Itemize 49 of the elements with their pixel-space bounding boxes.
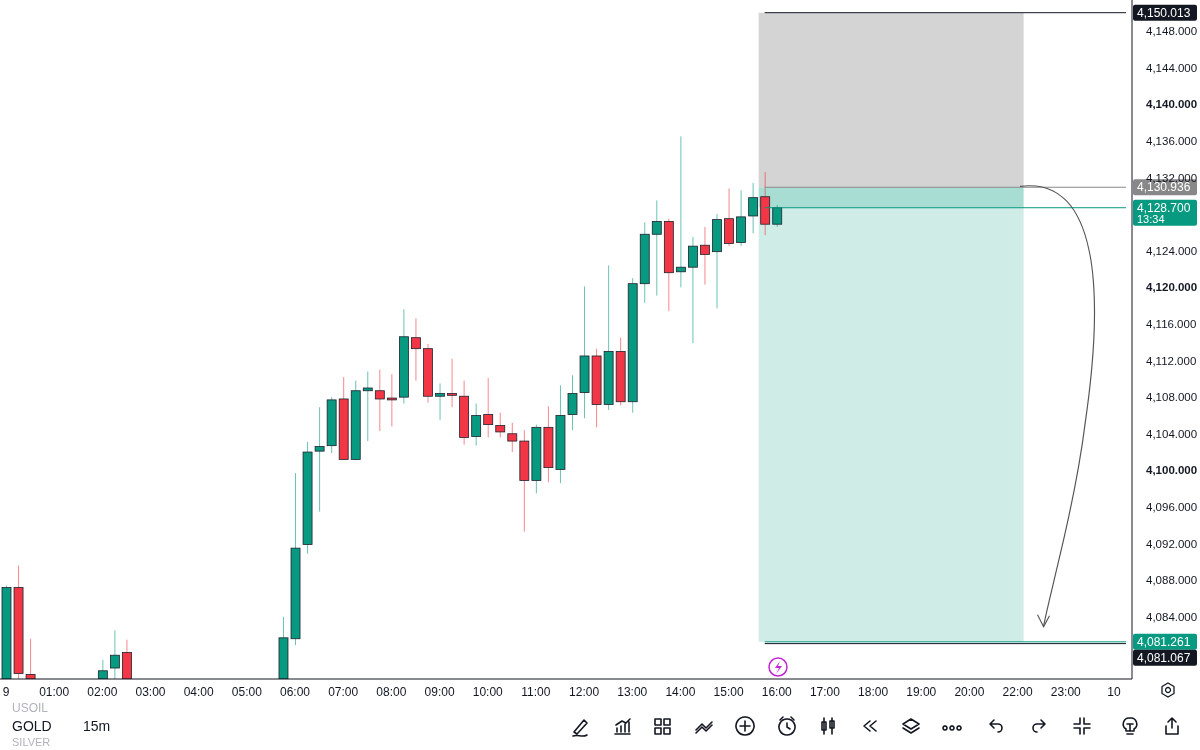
text: GOLD bbox=[12, 718, 52, 734]
x-tick-label: 03:00 bbox=[135, 684, 166, 699]
text: 13:34 bbox=[1137, 212, 1165, 225]
ref-line-label: 4,150.013 bbox=[1137, 5, 1191, 20]
x-tick-label: 02:00 bbox=[87, 684, 118, 699]
y-tick-label: 4,124.000 bbox=[1146, 244, 1198, 257]
x-tick-label: 23:00 bbox=[1050, 684, 1082, 699]
ref-line-label: 4,128.700 bbox=[1137, 200, 1191, 215]
y-tick-label: 4,088.000 bbox=[1146, 574, 1198, 587]
y-tick-label: 4,148.000 bbox=[1146, 25, 1198, 38]
x-tick-label: 19:00 bbox=[906, 684, 937, 699]
y-tick-label: 4,144.000 bbox=[1146, 61, 1198, 74]
y-tick-label: 4,140.000 bbox=[1146, 98, 1198, 111]
y-tick-label: 4,096.000 bbox=[1146, 500, 1198, 513]
y-tick-label: 4,132.000 bbox=[1146, 171, 1198, 184]
x-tick-label: 10:00 bbox=[472, 684, 504, 699]
x-tick-label: 9 bbox=[2, 684, 10, 699]
x-tick-label: 12:00 bbox=[569, 684, 600, 699]
x-tick-label: 14:00 bbox=[665, 684, 696, 699]
x-tick-label: 20:00 bbox=[954, 684, 985, 699]
ref-line-label: 4,081.067 bbox=[1137, 650, 1191, 665]
y-tick-label: 4,112.000 bbox=[1146, 354, 1197, 367]
x-tick-label: 11:00 bbox=[521, 684, 551, 699]
y-tick-label: 4,084.000 bbox=[1146, 610, 1198, 623]
y-tick-label: 4,100.000 bbox=[1146, 464, 1198, 477]
x-tick-label: 04:00 bbox=[183, 684, 215, 699]
x-tick-label: 18:00 bbox=[858, 684, 889, 699]
x-tick-label: 08:00 bbox=[376, 684, 407, 699]
ref-line-label: 4,081.261 bbox=[1137, 634, 1191, 649]
y-tick-label: 4,136.000 bbox=[1146, 134, 1198, 147]
y-tick-label: 4,092.000 bbox=[1146, 537, 1198, 550]
text: USOIL bbox=[12, 701, 49, 715]
text: SILVER bbox=[12, 736, 51, 748]
x-tick-label: 09:00 bbox=[424, 684, 455, 699]
x-tick-label: 15:00 bbox=[713, 684, 744, 699]
text: 15m bbox=[83, 718, 111, 734]
x-tick-label: 13:00 bbox=[617, 684, 648, 699]
x-tick-label: 16:00 bbox=[761, 684, 793, 699]
x-tick-label: 01:00 bbox=[39, 684, 70, 699]
x-tick-label: 22:00 bbox=[1002, 684, 1033, 699]
y-tick-label: 4,120.000 bbox=[1146, 281, 1198, 294]
y-tick-label: 4,116.000 bbox=[1146, 317, 1197, 330]
x-tick-label: 05:00 bbox=[231, 684, 263, 699]
y-tick-label: 4,108.000 bbox=[1146, 391, 1198, 404]
x-tick-label: 06:00 bbox=[280, 684, 311, 699]
y-tick-label: 4,104.000 bbox=[1146, 427, 1198, 440]
x-tick-label: 07:00 bbox=[328, 684, 359, 699]
x-tick-label: 17:00 bbox=[809, 684, 841, 699]
x-tick-label: 10 bbox=[1107, 684, 1121, 699]
